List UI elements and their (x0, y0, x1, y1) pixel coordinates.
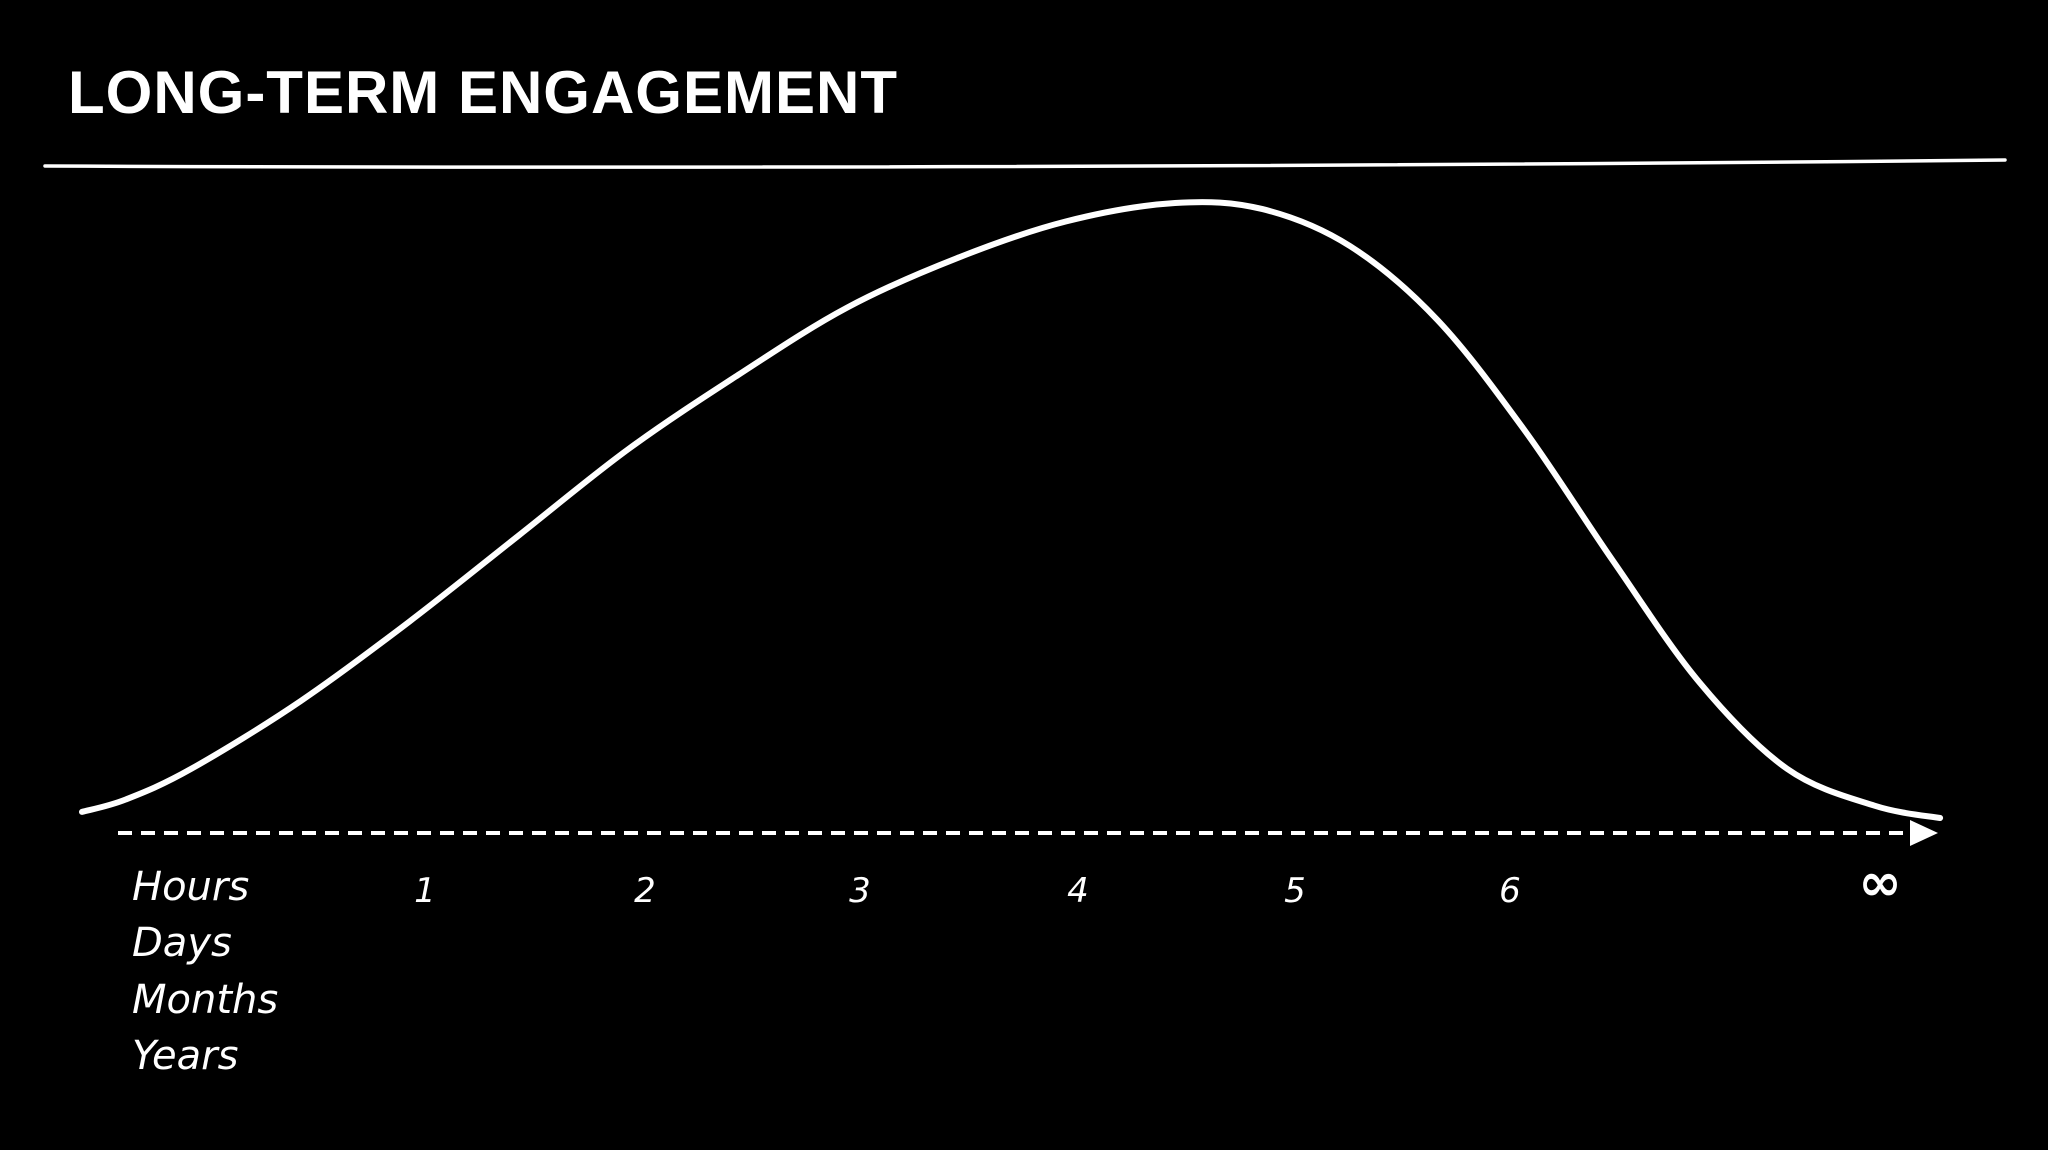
tick-label-3: 3 (849, 871, 871, 911)
x-tick-labels: 1 2 3 4 5 6 ∞ (414, 853, 1901, 913)
tick-label-6: 6 (1499, 871, 1521, 911)
unit-label-years: Years (132, 1033, 238, 1079)
tick-label-1: 1 (414, 871, 436, 911)
unit-label-months: Months (132, 977, 278, 1023)
slide-title: LONG-TERM ENGAGEMENT (68, 59, 898, 126)
tick-label-infinity: ∞ (1858, 853, 1901, 913)
x-axis-arrowhead (1910, 820, 1938, 846)
tick-label-4: 4 (1067, 871, 1089, 911)
tick-label-2: 2 (634, 871, 656, 911)
unit-label-days: Days (132, 920, 232, 966)
x-unit-labels: Hours Days Months Years (132, 864, 278, 1079)
engagement-curve (79, 199, 1944, 821)
ceiling-line (43, 158, 2007, 169)
unit-label-hours: Hours (132, 864, 249, 910)
tick-label-5: 5 (1284, 871, 1306, 911)
